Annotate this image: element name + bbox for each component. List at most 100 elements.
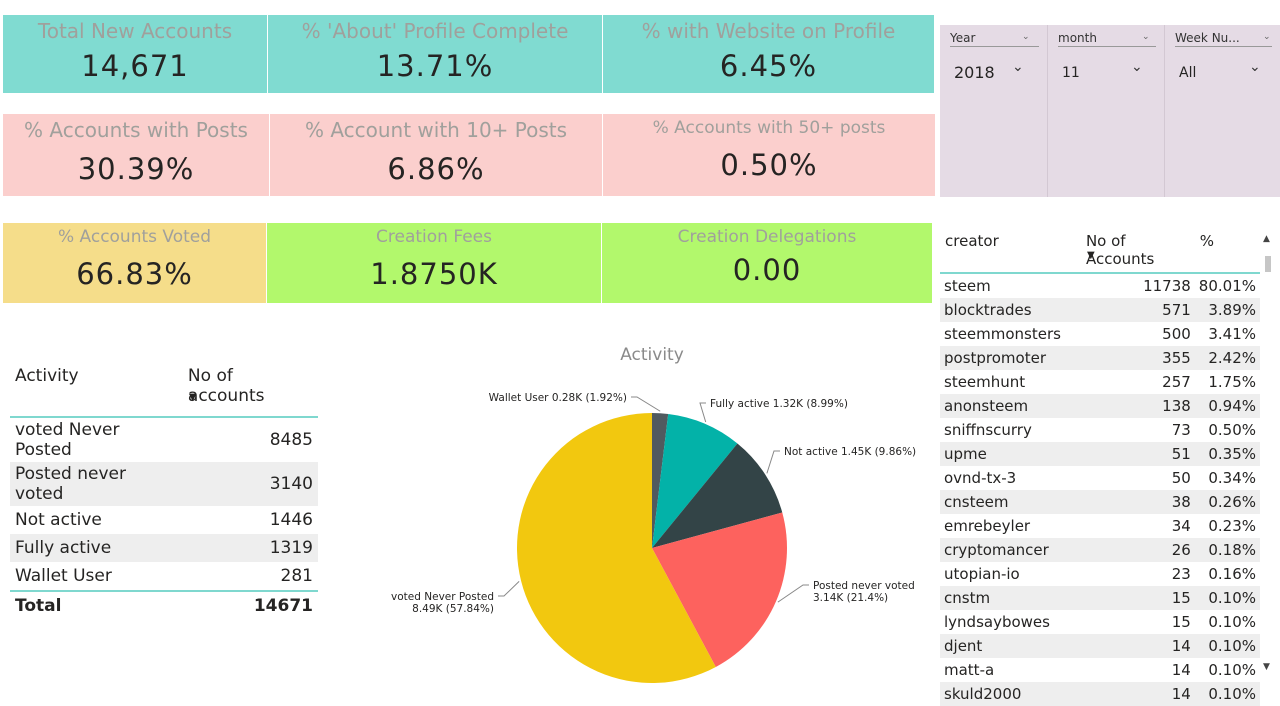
slicer-value[interactable]: 11 bbox=[1062, 65, 1080, 81]
card-value: 6.45% bbox=[719, 49, 818, 83]
slicer-month[interactable]: month ⌄ 11 ⌄ bbox=[1047, 25, 1164, 197]
table-row[interactable]: cryptomancer 26 0.18% bbox=[940, 538, 1260, 562]
table-row[interactable]: ovnd-tx-3 50 0.34% bbox=[940, 466, 1260, 490]
card-title: % Accounts Voted bbox=[57, 227, 212, 247]
chevron-down-icon[interactable]: ⌄ bbox=[1012, 59, 1024, 75]
pct-cell: 0.26% bbox=[1194, 490, 1260, 514]
pct-cell: 0.35% bbox=[1194, 442, 1260, 466]
activity-cell: Not active bbox=[15, 510, 102, 530]
table-row[interactable]: cnsteem 38 0.26% bbox=[940, 490, 1260, 514]
table-row[interactable]: upme 51 0.35% bbox=[940, 442, 1260, 466]
card-title: % Accounts with Posts bbox=[24, 118, 248, 142]
column-header-count[interactable]: No of accounts ▼ bbox=[182, 360, 318, 418]
table-row[interactable]: Wallet User 281 bbox=[10, 562, 318, 591]
creator-cell: cnstm bbox=[940, 586, 1081, 610]
pie-slice[interactable] bbox=[652, 512, 787, 667]
table-row[interactable]: blocktrades 571 3.89% bbox=[940, 298, 1260, 322]
table-header: Activity No of accounts ▼ bbox=[10, 360, 318, 418]
card-accounts-50-posts: % Accounts with 50+ posts 0.50% bbox=[603, 114, 935, 196]
activity-pie-chart: Wallet User 0.28K (1.92%) Fully active 1.… bbox=[391, 392, 916, 683]
total-row: Total 14671 bbox=[10, 590, 318, 620]
chevron-down-icon[interactable]: ⌄ bbox=[1249, 59, 1261, 75]
scroll-up-icon[interactable]: ▲ bbox=[1263, 234, 1270, 244]
table-row[interactable]: sniffnscurry 73 0.50% bbox=[940, 418, 1260, 442]
count-cell: 50 bbox=[1171, 469, 1191, 487]
table-row[interactable]: matt-a 14 0.10% bbox=[940, 658, 1260, 682]
activity-cell: Fully active bbox=[10, 534, 183, 562]
creator-cell: matt-a bbox=[944, 661, 995, 679]
pie-slice[interactable] bbox=[652, 413, 669, 548]
card-value: 30.39% bbox=[77, 152, 195, 186]
sort-desc-icon[interactable]: ▼ bbox=[1086, 250, 1095, 261]
slicer-week[interactable]: Week Nu... ⌄ All ⌄ bbox=[1164, 25, 1280, 197]
chevron-down-icon[interactable]: ⌄ bbox=[1131, 59, 1143, 75]
pie-slice[interactable] bbox=[652, 413, 738, 548]
creator-cell: steemhunt bbox=[944, 373, 1026, 391]
pct-cell: 0.10% bbox=[1208, 661, 1256, 679]
pct-cell: 80.01% bbox=[1198, 277, 1256, 295]
sort-desc-icon[interactable]: ▼ bbox=[188, 392, 197, 403]
count-cell: 15 bbox=[1080, 586, 1195, 610]
chevron-down-icon[interactable]: ⌄ bbox=[1022, 32, 1030, 42]
card-value: 6.86% bbox=[387, 152, 485, 186]
table-row[interactable]: anonsteem 138 0.94% bbox=[940, 394, 1260, 418]
pct-cell: 0.34% bbox=[1208, 469, 1256, 487]
table-row[interactable]: lyndsaybowes 15 0.10% bbox=[940, 610, 1260, 634]
creator-table: creator No of Accounts ▼ % steem 11738 80.… bbox=[940, 228, 1260, 706]
count-cell: 15 bbox=[1171, 613, 1191, 631]
table-row[interactable]: Not active 1446 bbox=[10, 506, 318, 534]
pct-cell: 0.10% bbox=[1194, 586, 1260, 610]
creator-cell: anonsteem bbox=[940, 394, 1081, 418]
count-cell: 281 bbox=[280, 566, 313, 586]
table-row[interactable]: Fully active 1319 bbox=[10, 534, 318, 562]
table-row[interactable]: steem 11738 80.01% bbox=[940, 273, 1260, 298]
pie-slice[interactable] bbox=[517, 413, 716, 683]
count-cell: 23 bbox=[1171, 565, 1191, 583]
pct-cell: 0.50% bbox=[1208, 421, 1256, 439]
pct-cell: 2.42% bbox=[1194, 346, 1260, 370]
slicer-label: Week Nu... bbox=[1175, 31, 1240, 45]
data-label: Fully active 1.32K (8.99%) bbox=[710, 398, 848, 410]
column-header-creator[interactable]: creator bbox=[940, 228, 1081, 274]
creator-cell: emrebeyler bbox=[944, 517, 1031, 535]
chevron-down-icon[interactable]: ⌄ bbox=[1263, 32, 1271, 42]
card-accounts-with-posts: % Accounts with Posts 30.39% bbox=[3, 114, 269, 196]
leader-line bbox=[699, 402, 707, 423]
pct-cell: 0.10% bbox=[1194, 682, 1260, 706]
table-row[interactable]: voted Never Posted 8485 bbox=[10, 417, 318, 462]
count-cell: 138 bbox=[1080, 394, 1195, 418]
vertical-scrollbar[interactable]: ▲ ▼ bbox=[1263, 232, 1272, 682]
count-cell: 38 bbox=[1080, 490, 1195, 514]
count-cell: 571 bbox=[1080, 298, 1195, 322]
table-row[interactable]: emrebeyler 34 0.23% bbox=[940, 514, 1260, 538]
leader-line bbox=[766, 450, 780, 474]
card-value: 66.83% bbox=[76, 257, 193, 291]
count-cell: 73 bbox=[1171, 421, 1191, 439]
chevron-down-icon[interactable]: ⌄ bbox=[1142, 32, 1150, 42]
table-row[interactable]: skuld2000 14 0.10% bbox=[940, 682, 1260, 706]
scroll-down-icon[interactable]: ▼ bbox=[1263, 662, 1270, 672]
table-row[interactable]: utopian-io 23 0.16% bbox=[940, 562, 1260, 586]
table-row[interactable]: djent 14 0.10% bbox=[940, 634, 1260, 658]
table-header: creator No of Accounts ▼ % bbox=[940, 228, 1260, 274]
count-cell: 257 bbox=[1162, 373, 1191, 391]
column-header-accounts[interactable]: No of Accounts ▼ bbox=[1080, 228, 1195, 274]
divider bbox=[950, 46, 1039, 47]
card-creation-delegations: Creation Delegations 0.00 bbox=[602, 223, 932, 303]
pie-slice[interactable] bbox=[652, 443, 783, 548]
table-row[interactable]: steemhunt 257 1.75% bbox=[940, 370, 1260, 394]
table-row[interactable]: postpromoter 355 2.42% bbox=[940, 346, 1260, 370]
card-accounts-voted: % Accounts Voted 66.83% bbox=[3, 223, 266, 303]
leader-line bbox=[631, 396, 661, 412]
pct-cell: 0.23% bbox=[1208, 517, 1256, 535]
scrollbar-thumb[interactable] bbox=[1265, 256, 1271, 272]
column-header-activity[interactable]: Activity bbox=[10, 360, 183, 418]
slicer-year[interactable]: Year ⌄ 2018 ⌄ bbox=[940, 25, 1047, 197]
pct-cell: 0.10% bbox=[1208, 613, 1256, 631]
slicer-value[interactable]: All bbox=[1179, 65, 1197, 81]
column-header-pct[interactable]: % bbox=[1194, 228, 1260, 274]
table-row[interactable]: Posted never voted 3140 bbox=[10, 462, 318, 506]
table-row[interactable]: cnstm 15 0.10% bbox=[940, 586, 1260, 610]
slicer-value[interactable]: 2018 bbox=[954, 63, 995, 82]
table-row[interactable]: steemmonsters 500 3.41% bbox=[940, 322, 1260, 346]
